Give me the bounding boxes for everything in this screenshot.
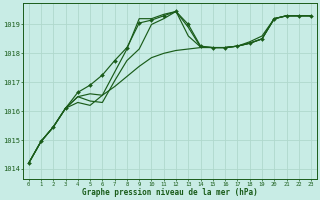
X-axis label: Graphe pression niveau de la mer (hPa): Graphe pression niveau de la mer (hPa) [82, 188, 258, 197]
